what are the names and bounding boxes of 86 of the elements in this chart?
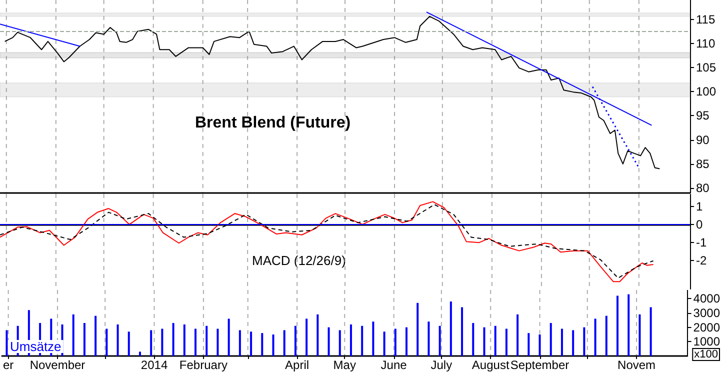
y-tick-label: 0 <box>696 217 703 232</box>
bar <box>361 326 364 356</box>
bar <box>172 323 174 356</box>
bar <box>138 352 141 356</box>
bar <box>206 326 208 356</box>
y-tick-label: -1 <box>696 235 707 250</box>
bar <box>350 324 352 356</box>
bar <box>461 307 464 356</box>
bar <box>328 327 330 356</box>
bar <box>450 301 452 356</box>
annotation: Umsätze <box>10 339 62 354</box>
x-tick-label: April <box>285 358 310 372</box>
bar <box>316 314 319 356</box>
bar <box>560 328 563 356</box>
bar <box>338 330 341 356</box>
bar <box>294 326 296 356</box>
y-tick-label: 100 <box>696 84 716 99</box>
bar <box>216 328 219 356</box>
x-tick-label: July <box>430 358 452 372</box>
x-tick-label: August <box>472 358 510 372</box>
bar <box>483 327 486 356</box>
bar <box>550 323 552 356</box>
bar <box>106 328 108 356</box>
bar <box>394 328 396 356</box>
y-tick-label: 90 <box>696 132 710 147</box>
bar <box>583 327 586 356</box>
bar <box>516 314 519 356</box>
bar <box>428 322 430 356</box>
y-tick-label: 4000 <box>693 292 720 306</box>
bar <box>128 332 130 356</box>
bar <box>605 316 608 356</box>
y-tick-label: 1 <box>696 200 703 214</box>
y-tick-label: 2000 <box>693 320 720 334</box>
bar <box>6 330 8 356</box>
x-tick-label: February <box>179 358 228 372</box>
y-tick-label: 95 <box>696 108 710 123</box>
bar <box>116 324 119 356</box>
bar <box>238 330 241 356</box>
y-tick-label: 1000 <box>693 334 720 349</box>
bar <box>383 332 386 356</box>
bar <box>261 333 264 356</box>
bar <box>505 328 508 356</box>
x-tick-label: September <box>510 358 570 372</box>
y-tick-label: 115 <box>696 12 716 26</box>
bar <box>638 314 641 356</box>
bar <box>283 330 286 356</box>
bar <box>594 318 596 356</box>
bar <box>572 330 574 356</box>
bar <box>272 334 274 356</box>
bar <box>538 334 541 356</box>
bar <box>406 327 408 356</box>
bar <box>650 307 652 356</box>
y-axis-title: x100 <box>694 348 718 360</box>
bar <box>150 330 152 356</box>
bar <box>628 294 630 356</box>
y-tick-label: 105 <box>696 60 716 74</box>
bar <box>250 332 252 356</box>
x-tick-label: 2014 <box>140 358 168 372</box>
text: Brent Blend (Future) <box>195 114 351 132</box>
bar <box>72 314 74 356</box>
bar <box>494 326 496 356</box>
x-tick-label: November <box>30 358 86 372</box>
annotation: MACD (12/26/9) <box>252 253 346 268</box>
bar <box>438 326 441 356</box>
bar <box>161 328 164 356</box>
y-tick-label: 3000 <box>693 306 720 320</box>
bar <box>194 328 197 356</box>
x-tick-label: June <box>380 358 408 372</box>
bar <box>228 318 230 356</box>
bar <box>528 333 530 356</box>
line-series <box>4 16 660 170</box>
x-tick-label: May <box>333 358 356 372</box>
x-tick-label: Novem <box>618 358 656 372</box>
bar <box>94 316 97 356</box>
y-tick-label: -2 <box>696 253 707 268</box>
bar <box>183 324 186 356</box>
y-tick-label: 85 <box>696 156 710 171</box>
bar <box>472 323 474 356</box>
bar <box>83 323 86 356</box>
bar <box>616 296 618 356</box>
x-tick-label: er <box>2 358 14 372</box>
bar <box>306 318 308 356</box>
bar <box>372 322 374 356</box>
y-tick-label: 80 <box>696 181 710 195</box>
y-tick-label: 110 <box>696 36 716 50</box>
bar <box>416 302 419 356</box>
